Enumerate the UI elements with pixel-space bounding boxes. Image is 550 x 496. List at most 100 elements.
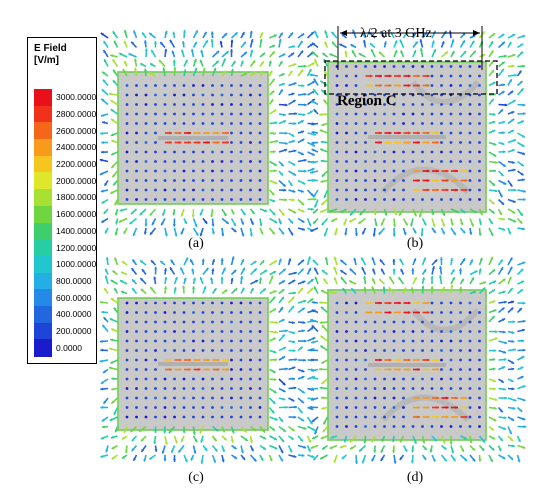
field-vector-head	[413, 258, 417, 262]
field-vector-head	[493, 280, 497, 284]
field-vector-head	[491, 436, 495, 440]
field-vector-head	[436, 396, 439, 400]
field-dot	[125, 179, 129, 182]
field-dot	[430, 65, 434, 68]
field-dot	[258, 141, 262, 144]
field-vector-head	[518, 70, 522, 74]
field-dot	[239, 84, 243, 87]
field-dot	[220, 188, 224, 192]
field-dot	[421, 65, 424, 68]
field-vector-head	[281, 319, 285, 322]
field-vector-head	[111, 139, 115, 143]
field-dot	[478, 301, 481, 305]
field-dot	[468, 330, 472, 333]
field-vector-head	[331, 31, 335, 35]
field-vector-head	[260, 457, 264, 461]
field-vector-head	[511, 300, 514, 304]
field-dot	[144, 141, 148, 144]
field-dot	[163, 377, 167, 381]
field-vector-head	[100, 405, 104, 409]
field-dot	[192, 112, 195, 116]
field-dot	[459, 339, 462, 343]
field-dot	[449, 387, 453, 390]
field-dot	[430, 103, 434, 106]
field-vector-head	[180, 267, 184, 271]
field-vector-head	[501, 201, 504, 205]
field-dot	[364, 330, 367, 333]
field-vector-head	[300, 418, 304, 422]
field-dot	[239, 415, 243, 419]
field-vector-head	[473, 210, 477, 213]
field-vector-head	[380, 449, 384, 453]
field-dot	[468, 425, 472, 428]
field-dot	[144, 311, 148, 314]
field-vector-head	[491, 315, 495, 319]
field-dot	[383, 349, 386, 352]
field-vector-head	[452, 277, 455, 281]
field-vector-head	[301, 130, 305, 134]
field-dot	[345, 301, 348, 305]
field-vector-head	[321, 173, 325, 177]
field-dot	[239, 198, 243, 201]
field-vector-head	[399, 457, 403, 461]
field-dot	[220, 198, 224, 201]
legend-color-bar	[34, 89, 52, 357]
field-vector-head	[342, 288, 346, 292]
legend-swatch	[34, 105, 52, 123]
field-dot	[154, 406, 157, 409]
field-dot	[201, 93, 205, 97]
field-vector-head	[240, 275, 244, 279]
field-vector-head	[464, 457, 467, 461]
field-dot	[192, 188, 195, 192]
field-dot	[478, 188, 481, 192]
field-dot	[440, 84, 443, 87]
field-vector-head	[102, 370, 106, 373]
field-vector-head	[164, 441, 168, 445]
field-vector-head	[274, 417, 278, 421]
field-dot	[449, 301, 453, 305]
field-dot	[335, 74, 339, 78]
field-vector-head	[309, 73, 313, 77]
field-vector-head	[398, 140, 401, 145]
field-vector-head	[274, 220, 278, 223]
field-vector-head	[311, 207, 314, 211]
field-dot	[230, 330, 233, 333]
field-dot	[478, 150, 481, 154]
field-vector-head	[112, 80, 116, 84]
field-dot	[135, 377, 138, 381]
field-vector-head	[273, 350, 277, 354]
field-vector-head	[429, 449, 433, 453]
field-vector-head	[141, 448, 145, 452]
field-vector-head	[464, 405, 468, 410]
field-vector-head	[494, 397, 498, 401]
field-dot	[125, 396, 129, 400]
field-vector-head	[274, 358, 278, 362]
field-dot	[430, 349, 434, 352]
field-vector-head	[191, 268, 195, 272]
field-vector-head	[169, 267, 173, 271]
field-vector-head	[285, 131, 288, 135]
field-vector-head	[253, 261, 257, 264]
field-dot	[249, 368, 252, 371]
field-vector-head	[288, 258, 292, 262]
field-vector-head	[361, 460, 365, 464]
field-vector-head	[290, 436, 294, 440]
field-vector-head	[350, 44, 354, 48]
field-vector-head	[164, 286, 168, 290]
field-vector-head	[178, 449, 182, 453]
field-vector-head	[502, 163, 506, 167]
field-vector-head	[219, 40, 223, 44]
field-dot	[449, 339, 453, 343]
field-vector-head	[262, 446, 266, 450]
field-dot	[182, 84, 186, 87]
field-vector-head	[282, 397, 286, 401]
field-vector-head	[310, 445, 314, 449]
field-vector-head	[253, 458, 257, 462]
field-dot	[239, 396, 243, 400]
field-vector-head	[110, 100, 114, 103]
field-vector-head	[311, 309, 315, 313]
field-dot	[449, 311, 453, 314]
field-dot	[459, 65, 462, 68]
legend-tick-label: 0.0000	[56, 342, 82, 353]
field-vector-head	[191, 214, 195, 218]
